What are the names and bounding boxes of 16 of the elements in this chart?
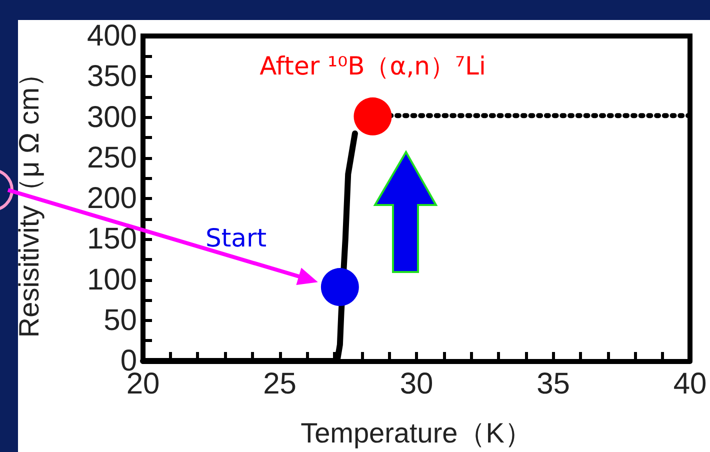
x-tick-label: 40 [673, 368, 707, 400]
y-tick-label: 150 [86, 222, 137, 256]
annotation: After ¹⁰B（α,n）⁷Li [260, 50, 486, 83]
y-tick-label: 100 [86, 263, 137, 296]
y-tick-label: 200 [86, 182, 137, 215]
y-tick-label: 400 [86, 20, 137, 52]
x-tick-label: 30 [400, 368, 434, 400]
y-tick-label: 50 [104, 304, 137, 337]
x-tick-label: 25 [263, 368, 296, 400]
x-axis-title: Temperature（K） [300, 418, 532, 448]
y-tick-label: 300 [86, 100, 137, 134]
y-tick-label: 350 [86, 60, 137, 94]
y-tick-label: 250 [86, 141, 137, 174]
y-axis-title: Resisitivity（μ Ω cm） [14, 59, 44, 338]
x-tick-label: 35 [536, 368, 570, 400]
annotation: Start [205, 224, 267, 252]
